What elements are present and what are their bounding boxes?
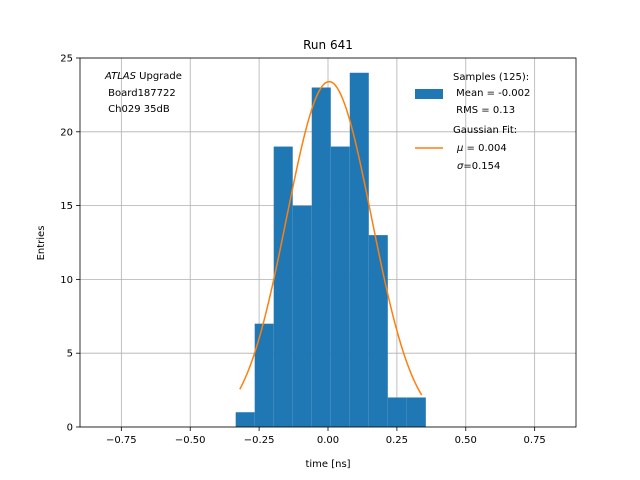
y-tick-label-1: 5	[67, 349, 73, 360]
histogram-bar-8	[387, 397, 407, 427]
annotation-line-1: ATLAS Upgrade	[104, 71, 182, 82]
x-tick-label-6: 0.75	[524, 435, 546, 446]
histogram-bar-0	[235, 412, 255, 427]
histogram-bars	[235, 72, 426, 428]
y-tick-label-2: 10	[60, 275, 73, 286]
legend-samples-rms: RMS = 0.13	[453, 105, 515, 116]
legend-samples-swatch	[415, 89, 443, 99]
histogram-bar-2	[273, 146, 293, 427]
annotation-upgrade: Upgrade	[136, 71, 182, 82]
legend-samples-mean: Mean = -0.002	[453, 88, 530, 99]
histogram-bar-5	[330, 146, 350, 427]
x-tick-label-4: 0.25	[386, 435, 408, 446]
histogram-bar-6	[349, 72, 369, 427]
histogram-bar-3	[292, 205, 312, 427]
y-axis-ticks: 0 5 10 15 20 25	[60, 54, 80, 434]
legend-fit-title: Gaussian Fit:	[453, 125, 517, 136]
y-tick-label-0: 0	[67, 423, 73, 434]
x-tick-label-1: −0.50	[175, 435, 206, 446]
x-axis-ticks: −0.75 −0.50 −0.25 0.00 0.25 0.50 0.75	[106, 427, 546, 446]
gaussian-fit-curve	[239, 80, 423, 396]
legend-sigma-symbol: σ	[457, 161, 464, 172]
x-tick-label-5: 0.50	[455, 435, 477, 446]
legend-fit-mu: μ = 0.004	[456, 143, 507, 154]
histogram-bar-4	[311, 87, 331, 428]
atlas-annotation: ATLAS Upgrade Board187722 Ch029 35dB	[104, 71, 182, 115]
annotation-board: Board187722	[105, 88, 176, 99]
annotation-atlas: ATLAS	[104, 71, 137, 82]
legend: Samples (125): Mean = -0.002 RMS = 0.13 …	[415, 72, 530, 172]
legend-mu-symbol: μ	[456, 143, 463, 154]
annotation-channel: Ch029 35dB	[105, 104, 170, 115]
x-tick-label-3: 0.00	[317, 435, 339, 446]
x-tick-label-2: −0.25	[244, 435, 275, 446]
chart-title: Run 641	[303, 38, 353, 52]
x-axis-label: time [ns]	[305, 459, 350, 470]
legend-samples-title: Samples (125):	[453, 72, 529, 83]
histogram-bar-1	[254, 323, 274, 427]
histogram-bar-7	[368, 235, 388, 427]
legend-mu-value: = 0.004	[463, 143, 506, 154]
legend-sigma-value: =0.154	[463, 161, 500, 172]
legend-fit-sigma: σ=0.154	[457, 161, 500, 172]
histogram-bar-9	[406, 397, 426, 427]
x-tick-label-0: −0.75	[106, 435, 137, 446]
y-tick-label-4: 20	[60, 127, 73, 138]
y-tick-label-5: 25	[60, 54, 73, 65]
y-tick-label-3: 15	[60, 201, 73, 212]
y-axis-label: Entries	[36, 226, 47, 261]
